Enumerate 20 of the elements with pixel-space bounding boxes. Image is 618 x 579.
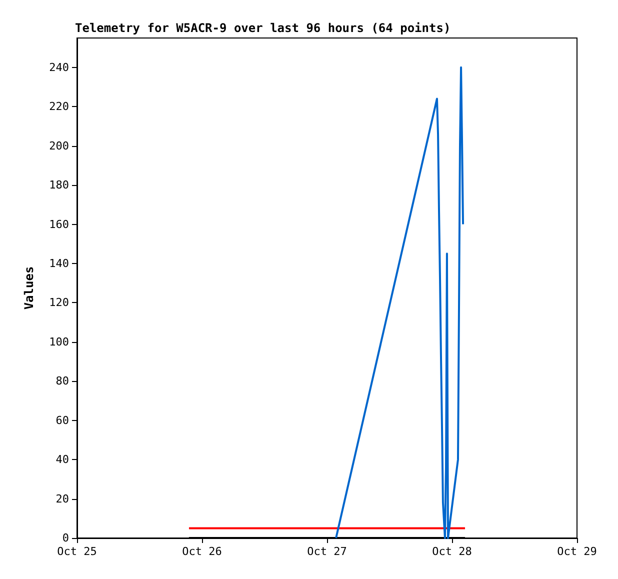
y-tick-label: 80 [56,374,69,388]
y-tick-label: 120 [49,296,69,310]
x-tick-label: Oct 25 [57,545,97,558]
y-tick-label: 0 [62,532,69,544]
y-tick-label: 200 [49,139,69,152]
y-tick-label: 220 [49,100,69,114]
y-tick-label: 160 [49,218,69,231]
y-tick-label: 20 [56,492,69,506]
y-tick-label: 40 [56,453,69,466]
y-tick-label: 60 [56,414,69,427]
chart-title: Telemetry for W5ACR-9 over last 96 hours (64 points) [75,21,451,35]
y-tick-label: 180 [49,178,69,192]
x-tick-label: Oct 27 [307,545,347,558]
y-tick-label: 240 [49,60,69,74]
x-tick-label: Oct 26 [182,545,222,558]
x-tick-label: Oct 29 [557,545,597,558]
y-axis-title: Values [22,266,36,310]
x-tick-label: Oct 28 [432,545,472,558]
y-tick-label: 100 [49,335,69,348]
y-tick-label: 140 [49,256,69,270]
